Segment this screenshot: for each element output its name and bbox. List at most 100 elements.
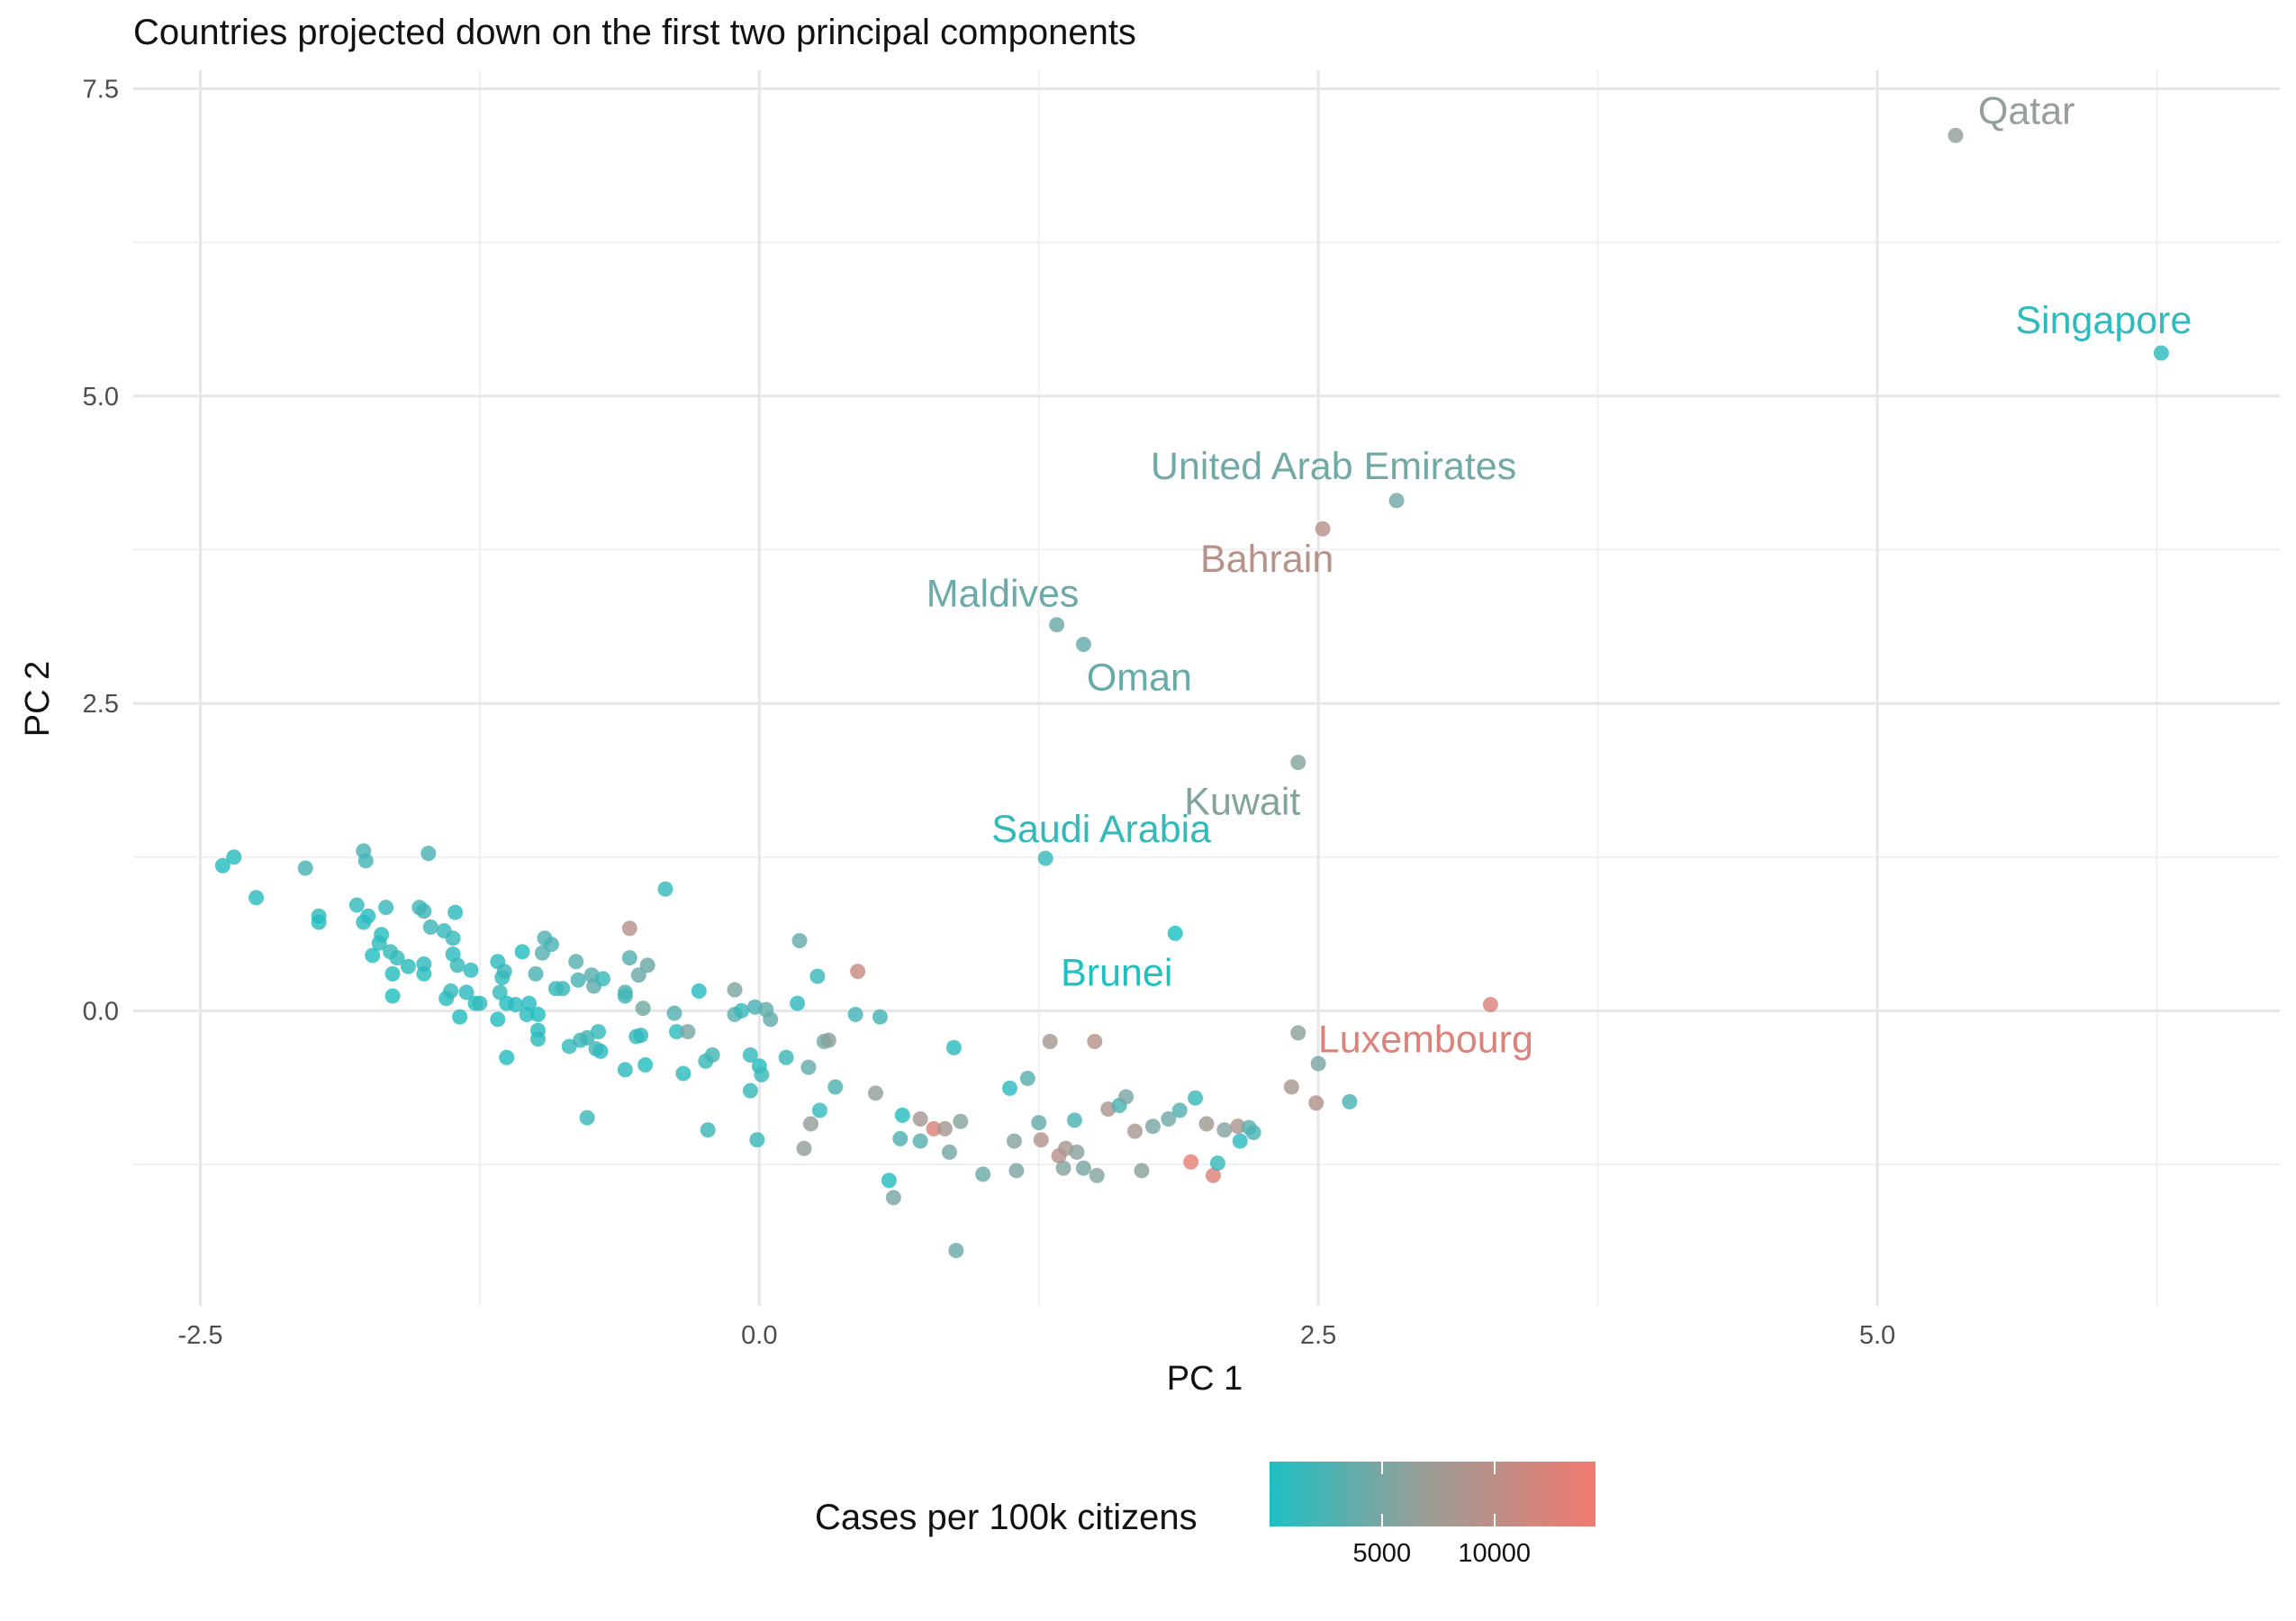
data-point	[443, 983, 459, 1000]
data-point	[365, 947, 381, 964]
data-point	[1069, 1144, 1085, 1160]
data-point	[778, 1049, 794, 1065]
data-point	[496, 964, 512, 980]
legend-colorbar	[1270, 1462, 1595, 1526]
data-point	[360, 908, 376, 924]
data-point	[790, 995, 806, 1011]
data-point	[595, 971, 610, 987]
data-point	[791, 933, 808, 949]
data-point	[555, 981, 571, 997]
data-point	[1230, 1118, 1246, 1135]
data-point	[528, 965, 544, 982]
data-point	[621, 920, 637, 937]
data-point	[1245, 1125, 1261, 1141]
data-point	[1198, 1116, 1215, 1132]
data-point	[422, 919, 438, 936]
data-point	[1031, 1115, 1047, 1131]
data-point	[579, 1029, 595, 1046]
point-label: Kuwait	[1184, 781, 1300, 824]
data-point	[637, 1056, 654, 1073]
point-label: Maldives	[927, 573, 1080, 616]
point-labels: Qatar Singapore United Arab Emirates Bahrai…	[927, 89, 2192, 1061]
data-point	[384, 988, 401, 1004]
data-point	[657, 881, 673, 897]
y-tick-label: 0.0	[83, 997, 119, 1026]
x-axis-title: PC 1	[1167, 1360, 1243, 1398]
point-label: Brunei	[1061, 951, 1172, 994]
point-label: Bahrain	[1200, 538, 1333, 581]
data-point	[820, 1032, 836, 1048]
data-point	[885, 1190, 901, 1206]
data-point	[348, 897, 365, 913]
legend-tick-mark	[1380, 1462, 1383, 1474]
data-point	[472, 995, 488, 1011]
data-point	[1006, 1133, 1022, 1149]
data-point	[214, 857, 231, 874]
x-tick-label: 0.0	[741, 1321, 777, 1350]
data-point	[704, 1047, 720, 1064]
data-point	[881, 1173, 897, 1189]
data-point	[416, 903, 432, 919]
y-tick-label: 2.5	[83, 690, 119, 719]
data-point	[508, 997, 524, 1013]
x-tick-label: 2.5	[1300, 1321, 1336, 1350]
data-point	[499, 1049, 515, 1065]
data-point	[811, 1102, 827, 1118]
point-label: Luxembourg	[1318, 1019, 1533, 1062]
data-point	[1209, 1155, 1225, 1172]
data-point	[892, 1130, 908, 1146]
data-point	[458, 984, 475, 1001]
y-tick-label: 7.5	[83, 75, 119, 104]
data-point	[452, 1009, 468, 1025]
legend-tick-mark	[1493, 1514, 1496, 1526]
data-point	[1001, 1080, 1017, 1096]
data-point	[1308, 1095, 1324, 1111]
data-point	[1310, 1055, 1326, 1072]
data-point	[1019, 1070, 1035, 1086]
data-point	[1042, 1033, 1058, 1049]
data-point	[384, 965, 401, 982]
data-point	[680, 1024, 696, 1040]
data-point	[742, 1082, 758, 1099]
data-point	[727, 982, 743, 998]
data-point	[953, 1113, 969, 1129]
data-point	[691, 983, 707, 1000]
legend-tick-mark	[1493, 1462, 1496, 1474]
data-point	[1205, 1167, 1221, 1183]
data-point	[591, 1024, 607, 1040]
data-point	[936, 1120, 953, 1137]
data-point	[400, 958, 416, 974]
data-point	[389, 950, 405, 966]
data-point	[514, 944, 530, 960]
data-point	[1183, 1154, 1199, 1170]
data-point	[668, 1024, 684, 1040]
data-point	[1342, 1093, 1358, 1109]
data-point	[1087, 1033, 1103, 1049]
data-point	[561, 1038, 577, 1055]
data-point	[1118, 1089, 1134, 1105]
data-point	[872, 1009, 888, 1025]
labeled-data-point	[2153, 345, 2169, 361]
data-point	[733, 1002, 749, 1019]
data-points	[214, 127, 2169, 1259]
x-tick-label: 5.0	[1859, 1321, 1895, 1350]
y-axis-title: PC 2	[19, 661, 57, 737]
data-point	[570, 972, 586, 988]
data-point	[1283, 1079, 1299, 1095]
data-point	[543, 937, 559, 953]
y-tick-label: 5.0	[83, 383, 119, 412]
data-point	[617, 988, 633, 1004]
data-point	[912, 1110, 928, 1127]
data-point	[226, 849, 242, 865]
data-point	[420, 846, 437, 862]
data-point	[1161, 1110, 1177, 1127]
data-point	[1171, 1102, 1188, 1118]
legend-title: Cases per 100k citizens	[815, 1498, 1198, 1537]
data-point	[445, 930, 461, 946]
data-point	[639, 957, 655, 974]
data-point	[617, 1062, 633, 1078]
labeled-data-point	[1482, 997, 1498, 1013]
data-point	[700, 1122, 716, 1138]
labeled-data-point	[1388, 493, 1405, 509]
data-point	[850, 964, 866, 980]
